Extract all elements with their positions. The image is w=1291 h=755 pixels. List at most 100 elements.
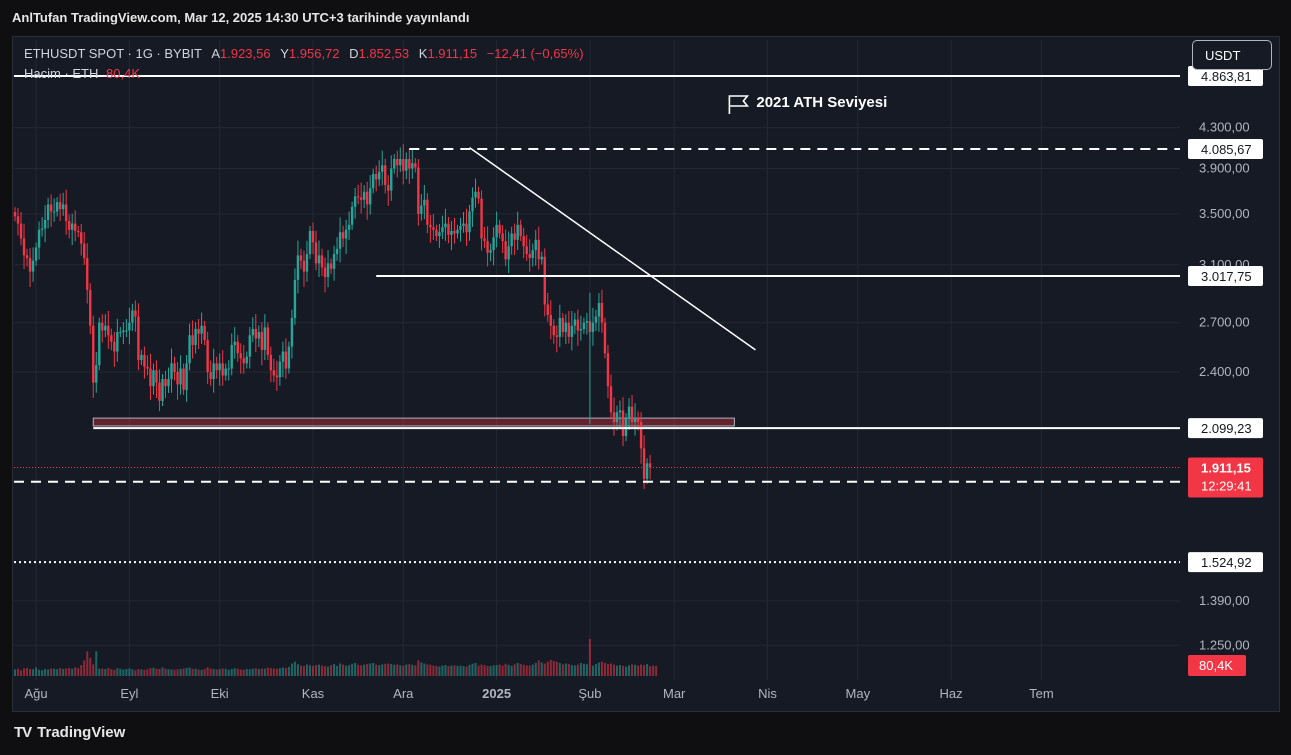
low-value: 1.852,53 — [358, 46, 410, 61]
level-price-tag — [1188, 139, 1263, 160]
candle-body — [576, 319, 580, 331]
candle-body — [573, 319, 577, 326]
candle-body — [591, 322, 595, 333]
candle — [341, 225, 345, 248]
candle-body — [420, 205, 423, 214]
candle-body — [67, 221, 71, 230]
volume-bar — [110, 669, 113, 676]
time-axis: Ağu Eyl Eki Kas Ara 2025 Şub Mar Nis May Haz Tem — [24, 686, 1053, 701]
candle-body — [128, 322, 131, 331]
volume-bar — [516, 663, 519, 676]
candle-body — [107, 325, 110, 336]
trend-line — [469, 146, 756, 351]
volume-bar — [546, 661, 549, 676]
candle — [359, 182, 363, 214]
candle — [531, 243, 534, 267]
candle — [480, 190, 483, 251]
candle — [323, 257, 327, 293]
volume-bar — [366, 664, 369, 676]
volume-bar — [417, 660, 420, 676]
candle — [173, 356, 176, 381]
volume-bar — [579, 663, 582, 676]
candle — [516, 211, 519, 251]
candle — [245, 351, 248, 369]
candle — [606, 344, 610, 399]
footer-brand[interactable]: TV TradingView — [14, 724, 125, 741]
volume-bar — [447, 666, 450, 676]
candle — [131, 303, 134, 332]
candle-body — [200, 325, 203, 334]
candle — [335, 237, 339, 261]
candle-body — [435, 229, 438, 237]
candle — [263, 314, 267, 361]
candle — [92, 315, 95, 398]
volume-key[interactable]: Hacim · ETH — [24, 66, 99, 81]
candle — [155, 360, 158, 398]
candle-body — [387, 184, 390, 191]
candle-body — [101, 322, 104, 331]
volume-bar — [405, 664, 408, 676]
volume-bar — [486, 666, 489, 676]
volume-bar — [597, 662, 600, 676]
candle-body — [648, 463, 652, 468]
volume-bar — [302, 666, 305, 676]
candle-body — [284, 351, 288, 369]
volume-bar — [414, 665, 417, 676]
candle — [558, 304, 562, 348]
candle — [290, 309, 294, 359]
candle — [432, 214, 435, 240]
volume-bar — [212, 668, 215, 676]
volume-bar — [80, 665, 83, 676]
volume-bar — [41, 670, 44, 676]
x-tick-label: Kas — [302, 686, 325, 701]
volume-bar — [468, 664, 471, 676]
candle — [275, 360, 279, 391]
candle-body — [600, 302, 604, 323]
candle — [555, 325, 558, 353]
high-value: 1.956,72 — [288, 46, 340, 61]
close-value: 1.911,15 — [427, 46, 478, 61]
volume-bar — [167, 669, 170, 676]
volume-bar — [351, 663, 354, 676]
candle — [609, 374, 613, 420]
volume-bar — [311, 665, 314, 676]
level-price-tag — [1188, 552, 1263, 573]
candle — [170, 348, 173, 393]
candle-body — [296, 255, 300, 280]
candle — [34, 242, 38, 266]
candle — [281, 341, 285, 378]
volume-bar — [510, 665, 513, 676]
candle — [80, 223, 83, 256]
candle — [441, 215, 444, 240]
candle — [486, 226, 489, 267]
candle-body — [95, 365, 98, 383]
candle — [567, 311, 571, 344]
candle — [375, 165, 378, 192]
candle-body — [308, 231, 312, 255]
candle-body — [453, 231, 456, 234]
candle — [444, 208, 447, 241]
candle-body — [125, 330, 128, 332]
volume-bar — [38, 669, 41, 676]
candle-body — [326, 263, 330, 278]
candle — [272, 358, 276, 383]
volume-bar — [266, 667, 269, 676]
candle-body — [43, 219, 47, 229]
candle-body — [411, 163, 414, 169]
candle — [61, 192, 65, 216]
volume-bar — [119, 668, 122, 676]
candle — [70, 213, 74, 246]
candle-body — [281, 351, 285, 362]
candle-body — [170, 363, 173, 380]
currency-button[interactable]: USDT — [1192, 40, 1272, 70]
volume-bar — [384, 663, 387, 676]
volume-bar — [32, 669, 35, 676]
candle-body — [396, 158, 399, 166]
volume-bar — [254, 668, 257, 676]
volume-bar — [71, 668, 74, 676]
symbol-label[interactable]: ETHUSDT SPOT · 1G · BYBIT — [24, 46, 202, 61]
candle-body — [350, 206, 354, 225]
candle-body — [567, 322, 571, 337]
x-tick-label: May — [846, 686, 871, 701]
